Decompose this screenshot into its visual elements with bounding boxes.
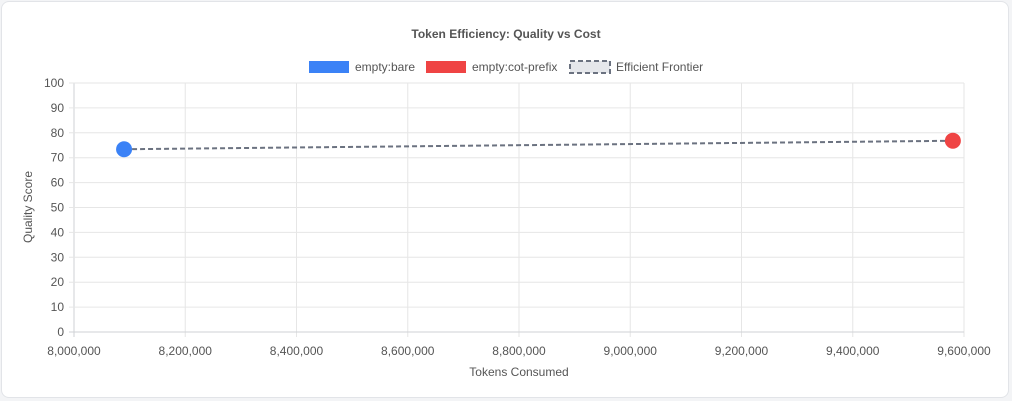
x-tick-label: 8,000,000 (47, 344, 101, 358)
x-tick-label: 9,600,000 (937, 344, 991, 358)
chart-title: Token Efficiency: Quality vs Cost (411, 27, 600, 41)
y-tick-label: 40 (51, 225, 65, 239)
y-tick-label: 100 (44, 76, 64, 90)
y-axis-title: Quality Score (21, 171, 35, 243)
x-axis-title: Tokens Consumed (469, 365, 568, 379)
legend-label-empty-bare: empty:bare (355, 60, 415, 74)
x-tick-label: 8,200,000 (159, 344, 213, 358)
point-empty-bare[interactable] (116, 141, 133, 158)
y-tick-label: 30 (51, 250, 65, 264)
x-tick-label: 9,200,000 (715, 344, 769, 358)
legend-label-empty-cot-prefix: empty:cot-prefix (472, 60, 557, 74)
y-axis-ticks: 0 10 20 30 40 50 60 70 80 90 100 (44, 76, 64, 339)
y-tick-label: 10 (51, 300, 65, 314)
y-tick-label: 90 (51, 101, 65, 115)
x-tick-label: 8,600,000 (381, 344, 435, 358)
legend-item-empty-bare[interactable]: empty:bare (309, 60, 415, 74)
y-tick-label: 80 (51, 126, 65, 140)
frontier-line-group (124, 139, 953, 151)
grid (69, 82, 965, 337)
legend-swatch-efficient-frontier (569, 60, 611, 74)
point-empty-cot-prefix[interactable] (944, 132, 961, 149)
x-tick-label: 8,400,000 (270, 344, 324, 358)
y-tick-label: 20 (51, 275, 65, 289)
efficient-frontier-line (124, 139, 953, 151)
y-tick-label: 0 (57, 325, 64, 339)
data-points (116, 132, 961, 158)
x-tick-label: 9,000,000 (604, 344, 658, 358)
x-tick-label: 9,400,000 (826, 344, 880, 358)
legend-item-efficient-frontier[interactable]: Efficient Frontier (569, 60, 703, 74)
legend: empty:bare empty:cot-prefix Efficient Fr… (309, 60, 703, 74)
legend-swatch-empty-cot-prefix (426, 61, 466, 73)
legend-swatch-empty-bare (309, 61, 349, 73)
y-tick-label: 70 (51, 151, 65, 165)
y-tick-label: 60 (51, 176, 65, 190)
x-tick-label: 8,800,000 (492, 344, 546, 358)
x-axis-ticks: 8,000,000 8,200,000 8,400,000 8,600,000 8,80… (47, 344, 991, 358)
legend-label-efficient-frontier: Efficient Frontier (616, 60, 703, 74)
legend-item-empty-cot-prefix[interactable]: empty:cot-prefix (426, 60, 557, 74)
y-tick-label: 50 (51, 201, 65, 215)
